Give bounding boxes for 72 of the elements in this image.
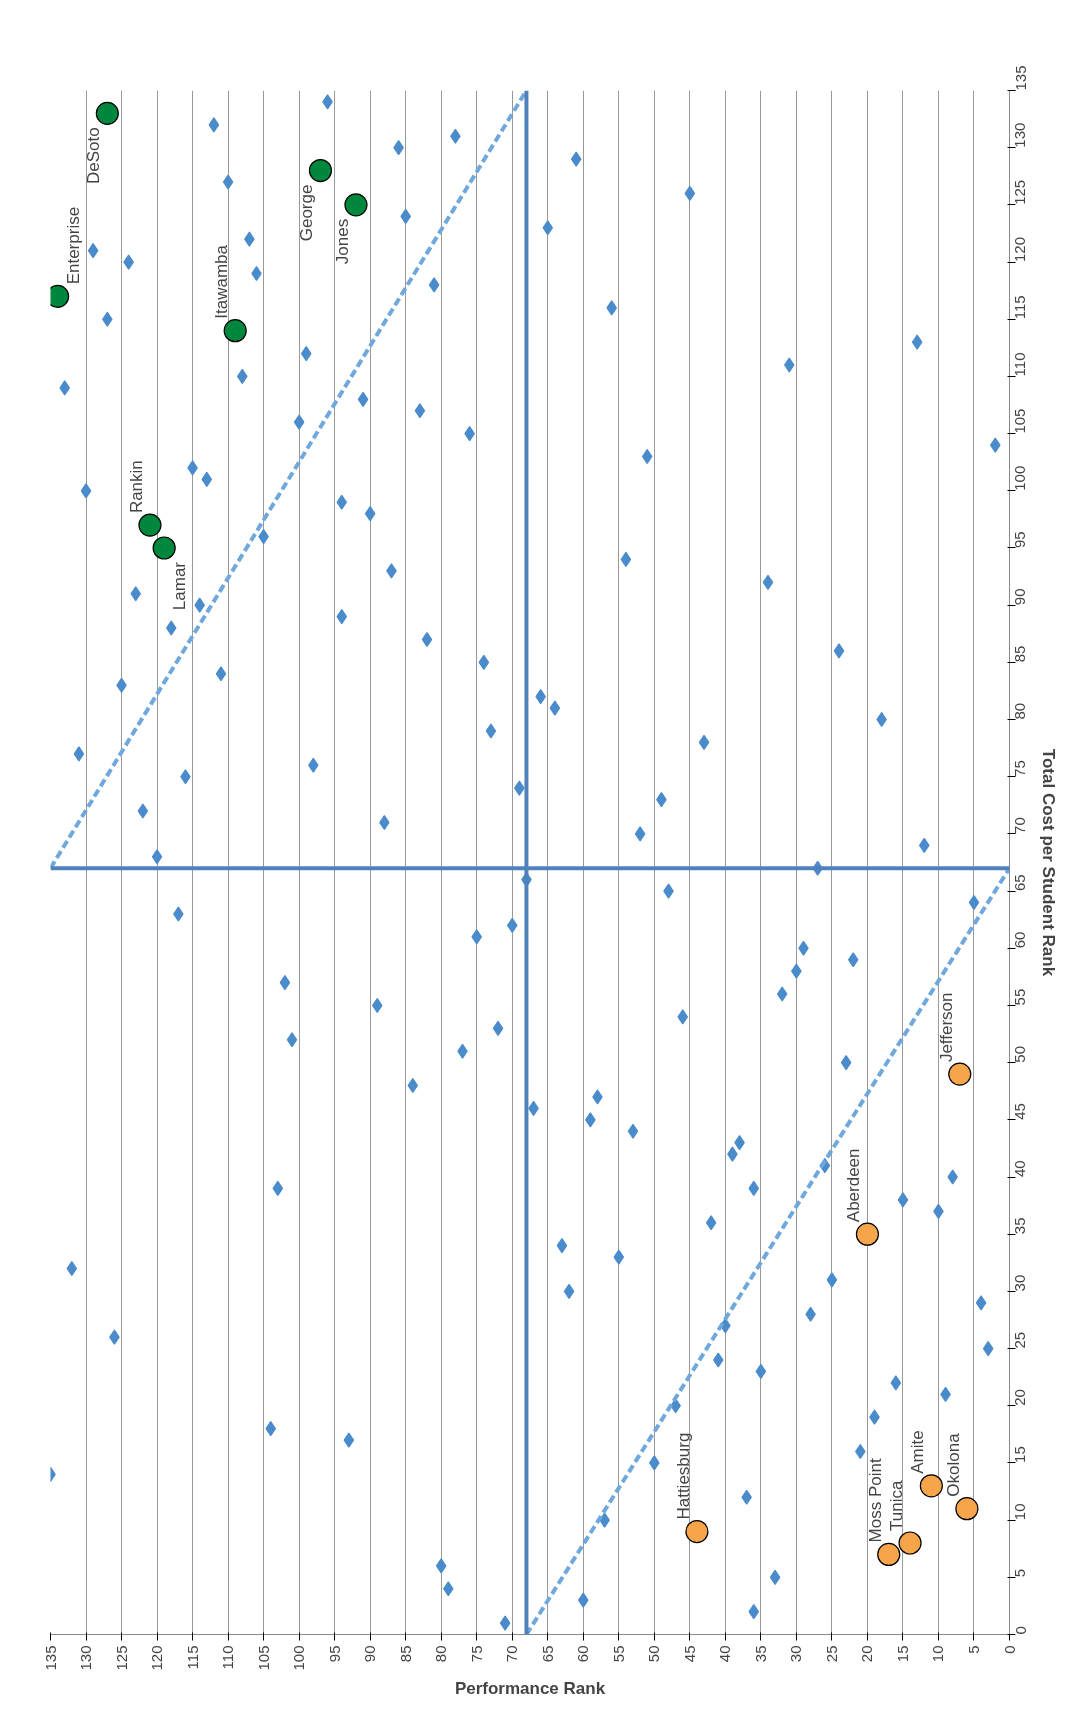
x-tick-label: 5 xyxy=(964,1645,982,1654)
y-tick-label: 65 xyxy=(1011,874,1029,892)
y-tick-label: 120 xyxy=(1011,237,1029,263)
x-tick-label: 115 xyxy=(183,1645,201,1670)
x-tick-label: 50 xyxy=(645,1645,663,1663)
annotation: Aberdeen xyxy=(844,1148,864,1223)
y-tick-label: 55 xyxy=(1011,988,1029,1006)
y-tick-label: 70 xyxy=(1011,817,1029,834)
y-tick-label: 80 xyxy=(1011,702,1029,720)
y-tick-label: 105 xyxy=(1011,408,1029,434)
y-tick-label: 10 xyxy=(1011,1503,1029,1521)
x-tick-label: 45 xyxy=(680,1645,698,1663)
y-tick-label: 100 xyxy=(1011,465,1029,491)
y-tick-label: 25 xyxy=(1011,1331,1029,1349)
y-tick-label: 95 xyxy=(1011,531,1029,548)
x-tick-label: 120 xyxy=(148,1645,166,1671)
x-tick-label: 60 xyxy=(574,1645,592,1663)
annotation: Lamar xyxy=(170,561,190,611)
x-tick-label: 95 xyxy=(325,1645,343,1663)
x-tick-label: 35 xyxy=(751,1645,769,1663)
annotation: Enterprise xyxy=(63,206,83,285)
x-tick-label: 55 xyxy=(609,1645,627,1663)
annotation: Itawamba xyxy=(212,244,232,319)
annotation: George xyxy=(297,184,317,242)
x-tick-label: 100 xyxy=(290,1645,308,1671)
x-tick-label: 65 xyxy=(538,1645,556,1663)
y-tick-label: 60 xyxy=(1011,931,1029,949)
annotation: Tunica xyxy=(887,1480,907,1531)
annotation: Okolona xyxy=(943,1432,963,1497)
y-tick-label: 15 xyxy=(1011,1446,1029,1463)
annotation: Jefferson xyxy=(936,992,956,1063)
y-tick-label: 0 xyxy=(1011,1626,1029,1635)
y-tick-label: 20 xyxy=(1011,1389,1029,1406)
y-tick-label: 125 xyxy=(1011,179,1029,205)
y-tick-label: 5 xyxy=(1011,1568,1029,1578)
y-tick-label: 115 xyxy=(1011,295,1029,320)
x-tick-label: 25 xyxy=(822,1645,840,1663)
y-tick-label: 85 xyxy=(1011,645,1029,663)
annotation: Moss Point xyxy=(865,1458,885,1543)
y-tick-label: 40 xyxy=(1011,1160,1029,1178)
x-tick-label: 125 xyxy=(112,1645,130,1671)
y-tick-label: 75 xyxy=(1011,760,1029,777)
x-tick-label: 105 xyxy=(254,1645,272,1671)
annotation: Amite xyxy=(908,1430,928,1474)
x-tick-label: 110 xyxy=(219,1645,237,1670)
annotation: DeSoto xyxy=(84,127,104,185)
y-tick-label: 110 xyxy=(1011,352,1029,377)
annotation: Rankin xyxy=(126,460,146,514)
x-axis-title: Performance Rank xyxy=(454,1678,606,1698)
x-tick-label: 30 xyxy=(787,1645,805,1663)
x-tick-label: 80 xyxy=(432,1645,450,1663)
y-axis-title: Total Cost per Student Rank xyxy=(1038,748,1058,977)
x-tick-label: 40 xyxy=(716,1645,734,1663)
x-tick-label: 10 xyxy=(929,1645,947,1663)
x-tick-label: 85 xyxy=(396,1645,414,1663)
x-tick-label: 135 xyxy=(41,1645,59,1671)
x-tick-label: 75 xyxy=(467,1645,485,1663)
y-tick-label: 30 xyxy=(1011,1274,1029,1292)
y-tick-label: 45 xyxy=(1011,1103,1029,1120)
x-tick-label: 20 xyxy=(858,1645,876,1663)
y-tick-label: 50 xyxy=(1011,1045,1029,1063)
x-tick-label: 70 xyxy=(503,1645,521,1663)
y-tick-label: 35 xyxy=(1011,1217,1029,1235)
x-tick-label: 130 xyxy=(77,1645,95,1671)
y-tick-label: 135 xyxy=(1011,65,1029,91)
x-tick-label: 0 xyxy=(1000,1645,1018,1654)
x-tick-label: 15 xyxy=(893,1645,911,1663)
annotation: Hattiesburg xyxy=(673,1432,693,1520)
annotation: Jones xyxy=(332,218,352,265)
y-tick-label: 90 xyxy=(1011,588,1029,606)
x-tick-label: 90 xyxy=(361,1645,379,1663)
y-tick-label: 130 xyxy=(1011,122,1029,148)
